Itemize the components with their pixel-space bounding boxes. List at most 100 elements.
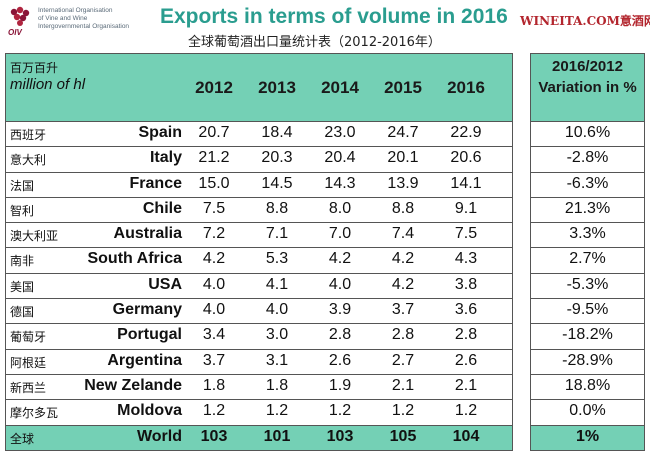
chart-header: OIV International Organisation of Vine a… [0, 0, 650, 52]
year-header-2012: 2012 [195, 78, 233, 97]
value-cell-2016: 7.5 [454, 225, 478, 243]
oiv-logo: OIV International Organisation of Vine a… [6, 4, 156, 44]
grape-leaf-icon [10, 6, 30, 26]
value-cell-2015: 4.2 [391, 275, 415, 293]
country-name-en: World [136, 427, 182, 445]
exports-table: 百万百升 million of hl 2012 2013 2014 2015 2016 … [5, 53, 645, 453]
year-header-2013: 2013 [258, 78, 296, 97]
value-cell-2016: 2.6 [454, 351, 478, 369]
value-cell-2016: 1.2 [454, 402, 478, 420]
country-name-en: France [129, 174, 182, 192]
unit-label-cn: 百万百升 [10, 61, 59, 75]
variation-row-south-africa: 2.7% [531, 248, 644, 274]
value-cell-2014: 3.9 [328, 301, 352, 319]
value-cell-2012: 1.2 [202, 402, 226, 420]
country-name-cn: 西班牙 [10, 128, 47, 142]
value-cell-2015: 1.2 [391, 402, 415, 420]
variation-cell: -18.2% [562, 326, 613, 344]
variation-row-spain: 10.6% [531, 122, 644, 148]
variation-cell: 0.0% [569, 402, 606, 420]
logo-brand: OIV [8, 28, 22, 37]
country-name-cn: 智利 [10, 203, 35, 218]
value-cell-2014: 1.2 [328, 402, 352, 420]
country-name-cn: 德国 [10, 305, 35, 320]
value-cell-2012: 1.8 [202, 376, 226, 394]
table-row-spain: 西班牙 Spain 20.7 18.4 23.0 24.7 22.9 [6, 122, 512, 148]
value-cell-2014: 2.6 [328, 351, 352, 369]
country-name-en: South Africa [87, 250, 182, 268]
value-cell-2014: 4.0 [328, 275, 352, 293]
table-row-moldova: 摩尔多瓦 Moldova 1.2 1.2 1.2 1.2 1.2 [6, 400, 512, 426]
country-name-en: USA [148, 275, 182, 293]
value-cell-2015: 4.2 [391, 250, 415, 268]
chart-title: Exports in terms of volume in 2016 [160, 5, 508, 28]
country-name-cn: 新西兰 [10, 380, 47, 395]
variation-cell: 1% [575, 427, 600, 445]
value-cell-2012: 20.7 [198, 124, 230, 141]
value-cell-2014: 8.0 [328, 199, 352, 217]
table-row-france: 法国 France 15.0 14.5 14.3 13.9 14.1 [6, 173, 512, 198]
year-header-2016: 2016 [447, 78, 485, 97]
year-header-2015: 2015 [384, 78, 422, 97]
value-cell-2016: 2.1 [454, 376, 478, 394]
value-cell-2015: 2.8 [391, 326, 415, 344]
data-rows: 西班牙 Spain 20.7 18.4 23.0 24.7 22.9 意大利 Italy 21.2… [5, 122, 513, 451]
value-cell-2015: 2.1 [391, 376, 415, 394]
variation-row-germany: -9.5% [531, 299, 644, 325]
table-row-germany: 德国 Germany 4.0 4.0 3.9 3.7 3.6 [6, 299, 512, 325]
variation-cell: -9.5% [566, 301, 609, 319]
value-cell-2014: 7.0 [328, 225, 352, 243]
value-cell-2015: 20.1 [387, 149, 419, 167]
variation-cell: 10.6% [564, 124, 611, 141]
value-cell-2016: 20.6 [450, 149, 482, 167]
country-name-cn: 法国 [10, 178, 35, 193]
value-cell-2016: 22.9 [450, 124, 482, 141]
variation-cell: -2.8% [566, 149, 609, 167]
value-cell-2016: 104 [452, 427, 480, 445]
value-cell-2015: 13.9 [387, 174, 419, 192]
logo-line: International Organisation [38, 7, 113, 14]
variation-row-usa: -5.3% [531, 274, 644, 300]
value-cell-2014: 2.8 [328, 326, 352, 344]
value-cell-2015: 24.7 [387, 124, 419, 141]
chart-subtitle: 全球葡萄酒出口量统计表（2012-2016年） [188, 35, 441, 50]
value-cell-2012: 15.0 [198, 174, 230, 192]
value-cell-2012: 3.4 [202, 326, 226, 344]
table-header: 百万百升 million of hl 2012 2013 2014 2015 2016 [5, 53, 513, 122]
value-cell-2013: 101 [263, 427, 291, 445]
value-cell-2012: 21.2 [198, 149, 230, 167]
value-cell-2013: 8.8 [265, 199, 289, 217]
value-cell-2014: 1.9 [328, 376, 352, 394]
variation-row-new-zelande: 18.8% [531, 375, 644, 401]
variation-cell: 3.3% [569, 225, 606, 243]
table-row-new-zelande: 新西兰 New Zelande 1.8 1.8 1.9 2.1 2.1 [6, 375, 512, 401]
logo-line: Intergovernmental Organisation [38, 23, 130, 30]
variation-cell: -6.3% [566, 174, 609, 192]
value-cell-2013: 4.0 [265, 301, 289, 319]
variation-row-world: 1% [531, 425, 644, 451]
variation-cell: -28.9% [562, 351, 613, 369]
country-name-en: Portugal [117, 326, 182, 344]
country-name-en: Chile [142, 199, 182, 217]
value-cell-2012: 103 [200, 427, 228, 445]
value-cell-2013: 1.2 [265, 402, 289, 420]
value-cell-2012: 4.0 [202, 275, 226, 293]
variation-cell: 21.3% [564, 199, 611, 217]
value-cell-2012: 7.2 [202, 225, 226, 243]
value-cell-2013: 4.1 [265, 275, 289, 293]
value-cell-2013: 5.3 [265, 250, 289, 268]
value-cell-2013: 20.3 [261, 149, 293, 167]
unit-label-en: million of hl [10, 76, 86, 93]
variation-row-chile: 21.3% [531, 198, 644, 224]
country-name-en: Argentina [107, 351, 182, 369]
country-name-cn: 阿根廷 [10, 355, 47, 370]
value-cell-2012: 4.2 [202, 250, 226, 268]
table-row-world: 全球 World 103 101 103 105 104 [6, 425, 512, 451]
country-name-cn: 葡萄牙 [10, 330, 47, 345]
table-row-chile: 智利 Chile 7.5 8.8 8.0 8.8 9.1 [6, 198, 512, 224]
value-cell-2014: 20.4 [324, 149, 356, 167]
table-row-australia: 澳大利亚 Australia 7.2 7.1 7.0 7.4 7.5 [6, 223, 512, 249]
variation-cell: -5.3% [566, 275, 609, 293]
variation-row-argentina: -28.9% [531, 350, 644, 375]
country-name-en: New Zelande [84, 376, 182, 394]
